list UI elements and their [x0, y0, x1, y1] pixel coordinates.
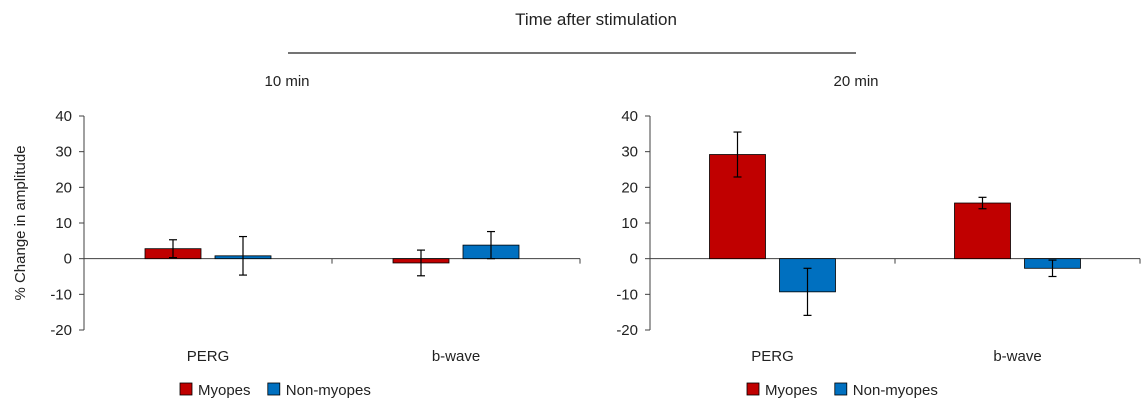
legend-swatch-myopes: [179, 382, 193, 396]
y-axis-label: % Change in amplitude: [12, 145, 29, 300]
y-tick-label: 20: [55, 179, 72, 196]
y-tick-label: -20: [616, 322, 638, 339]
chart-panel-1: 10 min -20 -10 0 10 20 30 40 PERG b-wave Myopes Non…: [50, 73, 581, 399]
y-tick-label: 20: [621, 179, 638, 196]
y-tick-label: -10: [50, 286, 72, 303]
legend-swatch-non-myopes: [834, 382, 848, 396]
y-tick-label: 10: [621, 215, 638, 232]
panels: 10 min -20 -10 0 10 20 30 40 PERG b-wave Myopes Non…: [50, 73, 1141, 399]
legend-swatch-non-myopes: [267, 382, 281, 396]
y-tick-label: -10: [616, 286, 638, 303]
panel-title: 10 min: [264, 73, 309, 90]
category-label: PERG: [187, 348, 230, 365]
bar-myopes-b-wave: [954, 202, 1011, 260]
y-tick-label: 40: [621, 108, 638, 125]
panel-title: 20 min: [833, 73, 878, 90]
y-tick-label: 0: [64, 251, 72, 268]
legend-label: Non-myopes: [853, 382, 938, 399]
legend-label: Non-myopes: [286, 382, 371, 399]
super-title: Time after stimulation: [515, 10, 677, 29]
y-tick-label: 10: [55, 215, 72, 232]
legend-swatch-myopes: [746, 382, 760, 396]
y-tick-label: 30: [55, 144, 72, 161]
category-label: PERG: [751, 348, 794, 365]
chart-panel-2: 20 min -20 -10 0 10 20 30 40 PERG b-wave Myopes Non…: [616, 73, 1141, 399]
legend: Myopes Non-myopes: [746, 382, 938, 399]
legend: Myopes Non-myopes: [179, 382, 371, 399]
category-label: b-wave: [993, 348, 1041, 365]
y-tick-label: 0: [630, 251, 638, 268]
y-tick-label: 30: [621, 144, 638, 161]
y-tick-label: -20: [50, 322, 72, 339]
category-label: b-wave: [432, 348, 480, 365]
legend-label: Myopes: [198, 382, 251, 399]
y-tick-label: 40: [55, 108, 72, 125]
legend-label: Myopes: [765, 382, 818, 399]
